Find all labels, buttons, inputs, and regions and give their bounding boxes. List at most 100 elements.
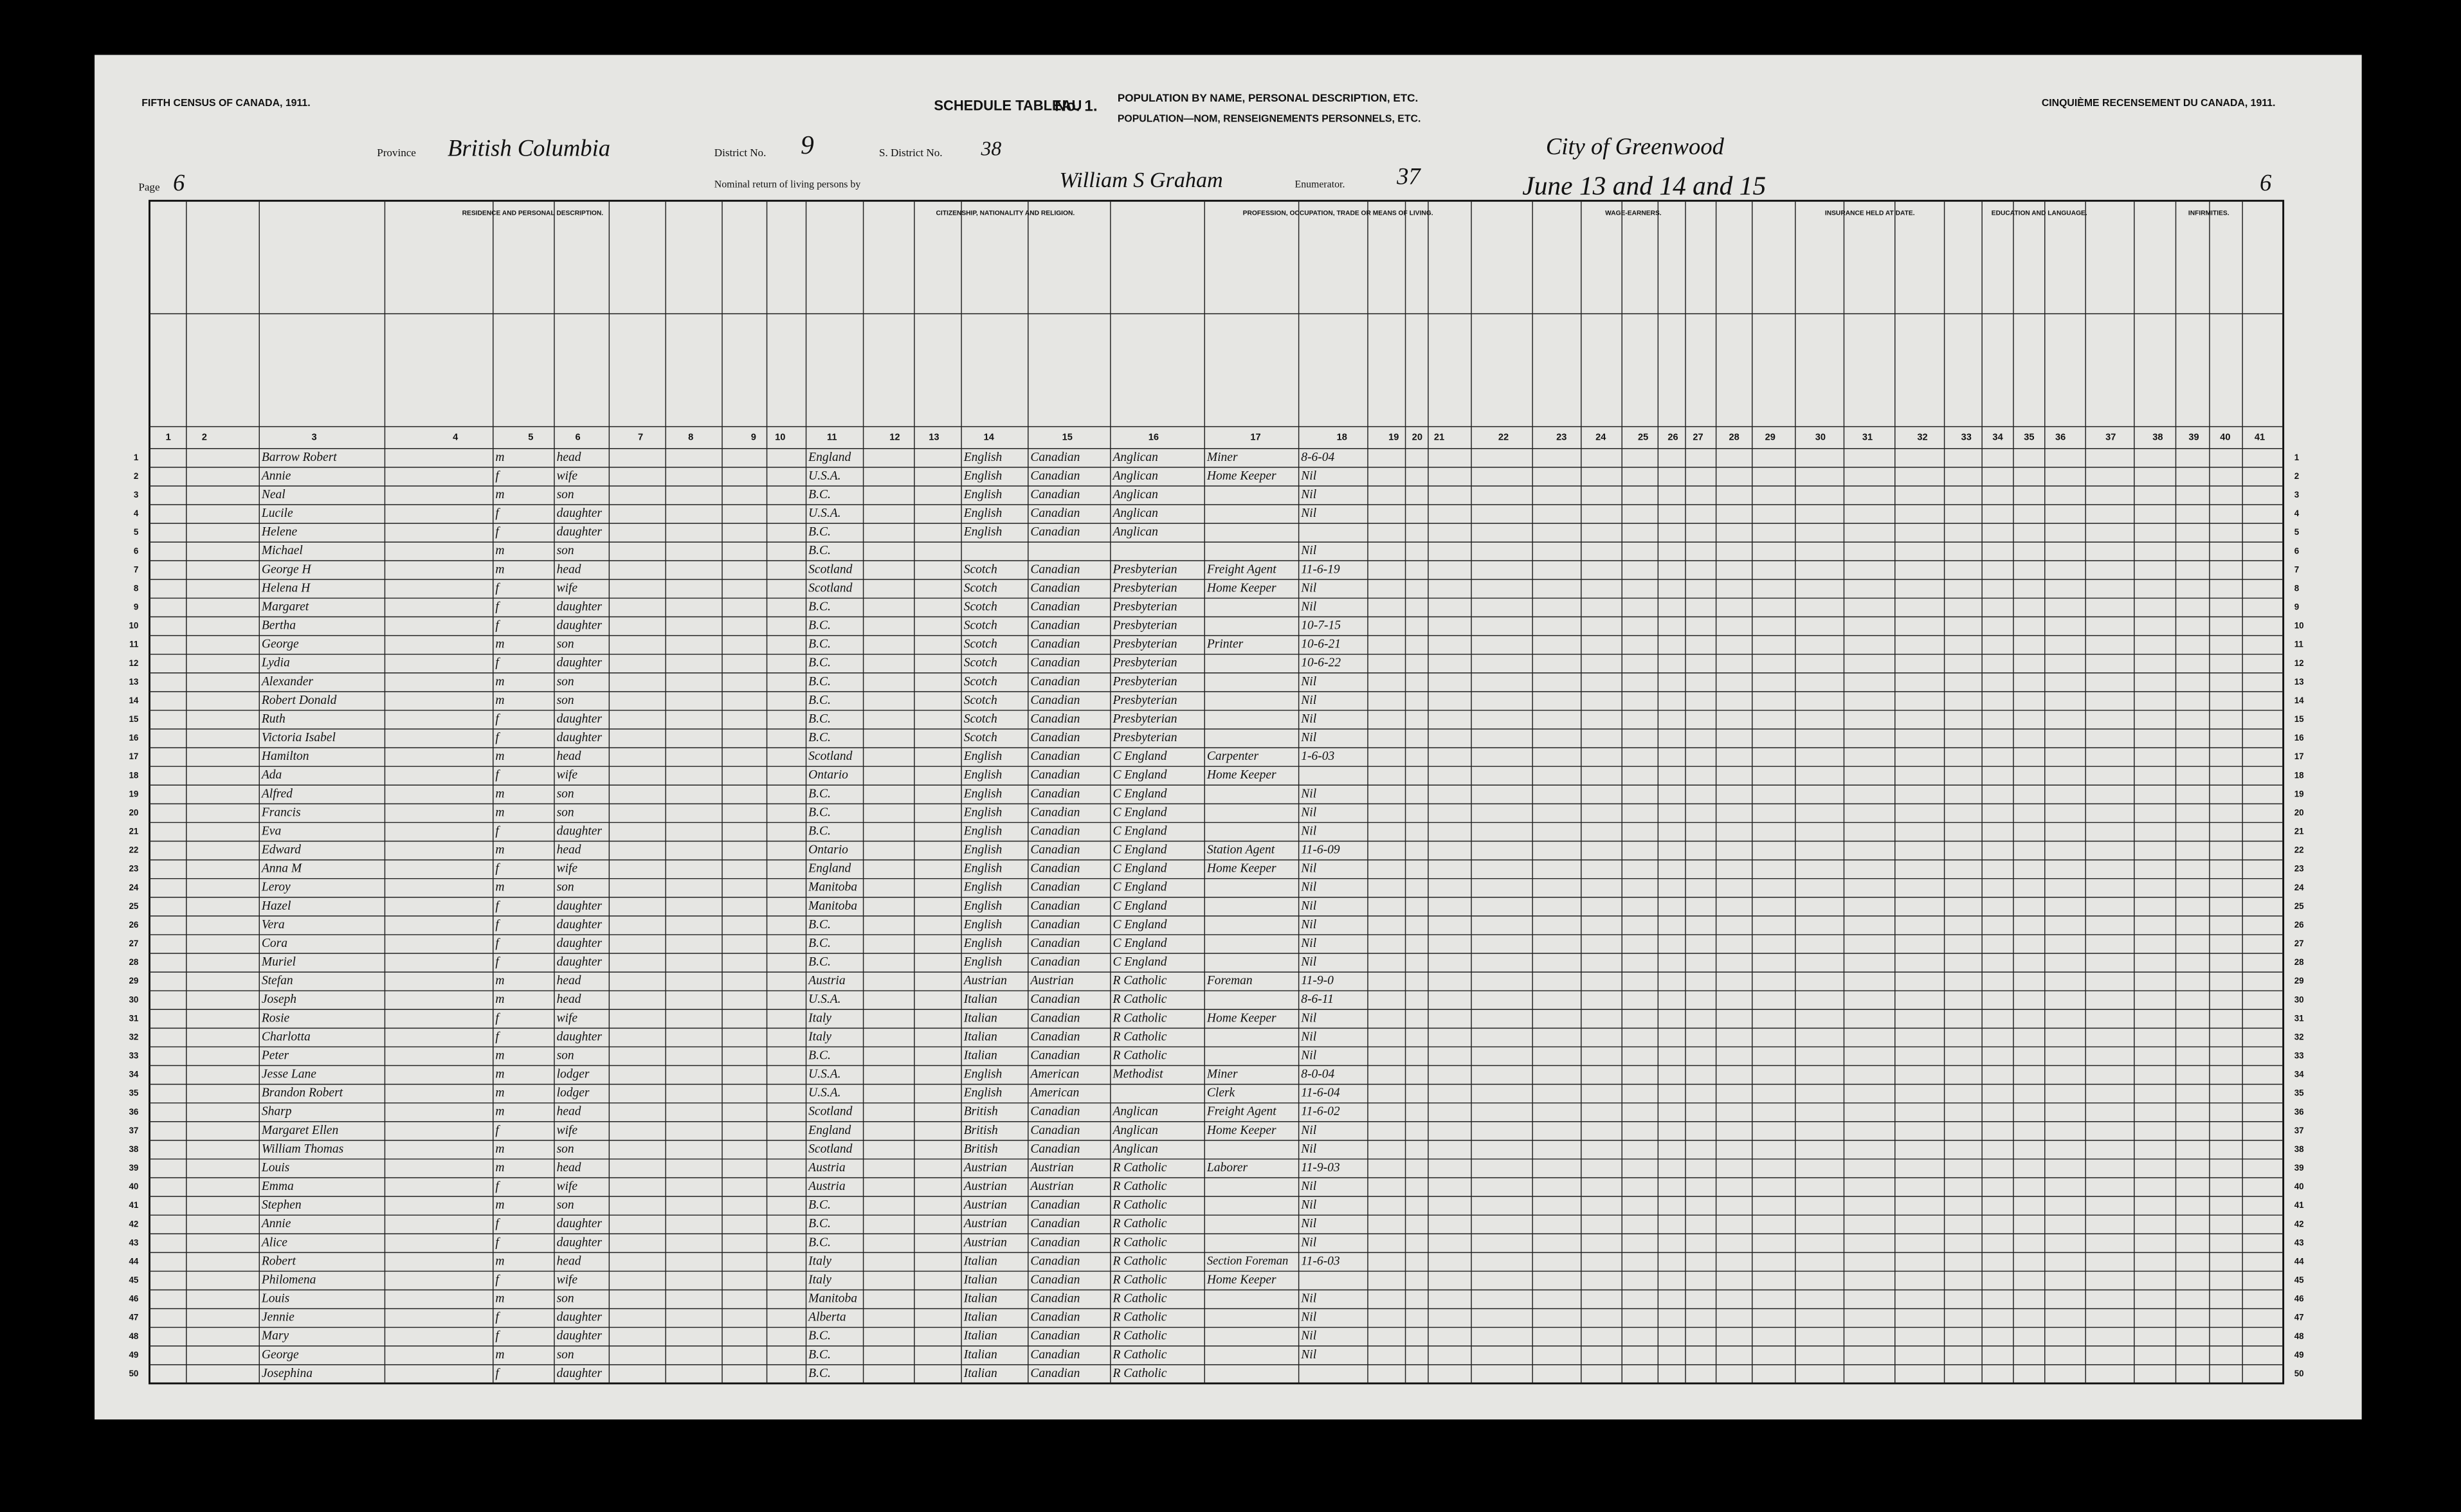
cell: American [1029, 1086, 1079, 1100]
cell: English [963, 451, 1003, 464]
cell: Ruth [261, 712, 286, 726]
section-label: INFIRMITIES. [2188, 210, 2229, 217]
cell: George [262, 638, 299, 651]
cell: son [557, 488, 574, 501]
cell: British [964, 1124, 998, 1137]
line-number-right: 27 [2294, 939, 2304, 948]
section-label: PROFESSION, OCCUPATION, TRADE OR MEANS O… [1243, 210, 1433, 217]
column-number: 40 [2220, 433, 2230, 443]
cell: Ontario [808, 768, 848, 782]
cell: Canadian [1030, 581, 1080, 595]
cell: f [495, 619, 500, 633]
cell: daughter [557, 918, 603, 932]
section-label: RESIDENCE AND PERSONAL DESCRIPTION. [462, 210, 604, 217]
cell: 11-9-0 [1301, 974, 1334, 987]
cell: 10-6-21 [1301, 638, 1341, 651]
cell: Station Agent [1207, 843, 1275, 857]
cell: daughter [557, 937, 603, 950]
cell: son [557, 806, 574, 819]
cell: Charlotta [262, 1030, 311, 1043]
cell: Canadian [1030, 694, 1080, 707]
cell: m [495, 1292, 504, 1306]
cell: f [495, 824, 500, 838]
cell: English [963, 843, 1003, 857]
cell: Anglican [1112, 1124, 1158, 1137]
cell: Home Keeper [1206, 469, 1276, 483]
cell: Michael [261, 544, 303, 557]
cell: Stephen [262, 1198, 302, 1212]
line-number-right: 18 [2294, 770, 2304, 780]
line-number-right: 22 [2294, 845, 2304, 855]
cell: Nil [1300, 1030, 1316, 1043]
line-number: 31 [129, 1013, 138, 1023]
cell: English [963, 824, 1003, 838]
cell: Manitoba [808, 881, 857, 894]
line-number-right: 4 [2294, 509, 2300, 518]
cell: English [963, 1086, 1003, 1100]
cell: Presbyterian [1112, 694, 1177, 707]
cell: Austrian [963, 1161, 1007, 1174]
line-number: 39 [129, 1163, 138, 1173]
line-number: 47 [129, 1313, 138, 1322]
line-number: 42 [129, 1219, 138, 1228]
line-number: 8 [134, 583, 139, 593]
cell: Nil [1300, 937, 1316, 950]
cell: Hazel [261, 899, 291, 913]
cell: Anglican [1112, 1142, 1158, 1156]
line-number: 23 [129, 864, 138, 874]
cell: Nil [1300, 1124, 1316, 1137]
cell: m [495, 451, 504, 464]
cell: lodger [557, 1068, 590, 1081]
cell: Nil [1300, 918, 1316, 932]
line-number-right: 47 [2294, 1313, 2304, 1322]
cell: wife [557, 469, 578, 483]
cell: daughter [557, 899, 603, 913]
line-number-right: 43 [2294, 1238, 2304, 1247]
line-number-right: 5 [2294, 527, 2300, 537]
cell: 11-6-09 [1301, 843, 1340, 857]
cell: C England [1113, 750, 1167, 763]
cell: Scotland [808, 562, 852, 576]
cell: Canadian [1030, 1329, 1080, 1343]
cell: Nil [1300, 581, 1316, 595]
cell: English [963, 918, 1003, 932]
cell: m [495, 694, 504, 707]
cell: B.C. [808, 787, 831, 800]
cell: Canadian [1030, 1011, 1080, 1025]
cell: f [495, 1236, 500, 1249]
cell: Nil [1300, 1217, 1316, 1230]
cell: Canadian [1030, 918, 1080, 932]
cell: m [495, 1254, 504, 1268]
cell: Italian [963, 1329, 997, 1343]
line-number-right: 42 [2294, 1219, 2304, 1228]
line-number: 19 [129, 789, 138, 798]
cell: Austrian [1029, 1180, 1073, 1193]
cell: m [495, 806, 504, 819]
enumeration-number: 37 [1396, 163, 1421, 190]
cell: Austrian [1029, 974, 1073, 987]
line-number: 33 [129, 1051, 138, 1061]
cell: f [495, 656, 500, 670]
line-number-right: 16 [2294, 733, 2304, 742]
cell: B.C. [808, 656, 831, 670]
column-number: 12 [889, 433, 900, 443]
section-label: WAGE-EARNERS. [1605, 210, 1662, 217]
cell: English [963, 955, 1003, 969]
cell: R Catholic [1112, 1367, 1167, 1380]
cell: Nil [1300, 488, 1316, 501]
cell: Canadian [1030, 1367, 1080, 1380]
cell: Canadian [1030, 712, 1080, 726]
cell: British [964, 1105, 998, 1119]
cell: English [963, 787, 1003, 800]
cell: son [557, 1348, 574, 1362]
cell: U.S.A. [808, 1068, 840, 1081]
cell: Nil [1300, 862, 1316, 876]
cell: Canadian [1030, 787, 1080, 800]
cell: England [808, 451, 851, 464]
cell: Canadian [1030, 469, 1080, 483]
district: 9 [801, 130, 814, 159]
cell: Scotch [964, 656, 997, 670]
column-number: 8 [688, 433, 693, 443]
cell: daughter [557, 507, 603, 520]
